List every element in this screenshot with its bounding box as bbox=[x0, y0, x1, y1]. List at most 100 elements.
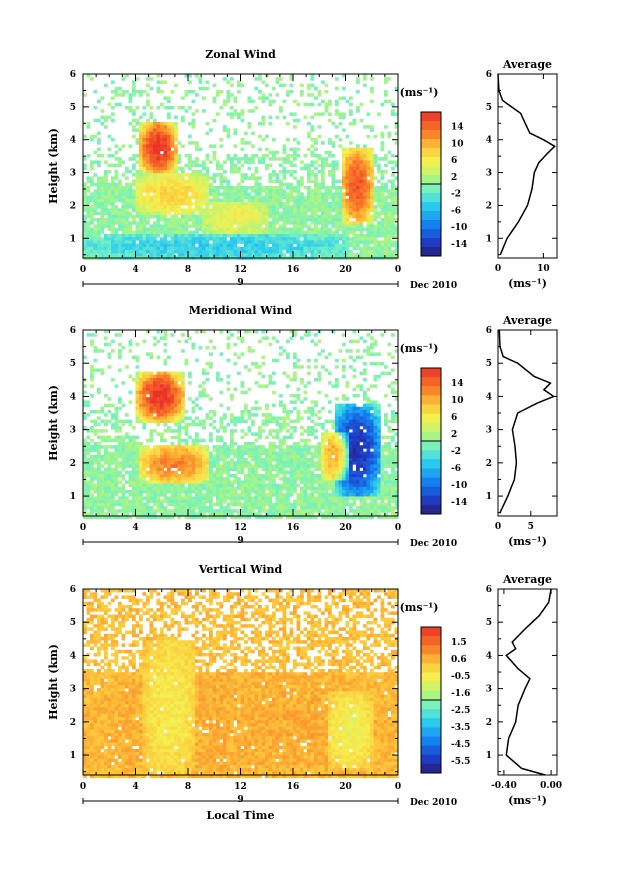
heatmap-cell bbox=[86, 515, 91, 520]
heatmap-cell bbox=[93, 250, 98, 254]
heatmap-cell bbox=[391, 211, 395, 216]
heatmap-cell bbox=[321, 173, 325, 177]
heatmap-cell bbox=[219, 419, 224, 424]
heatmap-cell bbox=[118, 86, 122, 91]
heatmap-cell bbox=[247, 205, 252, 209]
heatmap-cell bbox=[93, 467, 98, 472]
heatmap-cell bbox=[170, 384, 175, 388]
heatmap-cell bbox=[233, 474, 238, 478]
heatmap-cell bbox=[223, 448, 227, 452]
heatmap-cell bbox=[156, 86, 161, 91]
heatmap-cell bbox=[205, 413, 210, 417]
heatmap-cell bbox=[307, 218, 311, 222]
heatmap-cell bbox=[195, 464, 199, 468]
heatmap-cell bbox=[247, 230, 252, 235]
heatmap-cell bbox=[146, 509, 150, 513]
heatmap-cell bbox=[247, 234, 252, 238]
heatmap-cell bbox=[107, 243, 112, 248]
heatmap-cell bbox=[198, 406, 203, 411]
heatmap-cell bbox=[90, 138, 94, 142]
heatmap-cell bbox=[373, 163, 378, 168]
heatmap-cell bbox=[342, 115, 346, 120]
heatmap-cell bbox=[107, 509, 112, 513]
heatmap-cell bbox=[167, 211, 171, 216]
heatmap-cell bbox=[237, 205, 241, 209]
heatmap-cell bbox=[216, 253, 220, 257]
heatmap-cell bbox=[331, 250, 336, 254]
heatmap-cell bbox=[170, 454, 175, 459]
heatmap-cell bbox=[363, 163, 367, 168]
heatmap-cell bbox=[289, 160, 294, 164]
heatmap-cell bbox=[181, 234, 185, 238]
heatmap-cell bbox=[289, 243, 294, 248]
heatmap-cell bbox=[394, 195, 399, 200]
heatmap-cell bbox=[300, 160, 304, 164]
heatmap-cell bbox=[146, 125, 150, 129]
heatmap-cell bbox=[153, 163, 157, 168]
heatmap-cell bbox=[149, 150, 154, 155]
heatmap-cell bbox=[216, 470, 220, 475]
heatmap-cell bbox=[223, 205, 227, 209]
heatmap-cell bbox=[219, 467, 224, 472]
heatmap-cell bbox=[135, 477, 140, 481]
heatmap-cell bbox=[135, 179, 140, 184]
heatmap-cell bbox=[247, 166, 252, 171]
heatmap-cell bbox=[265, 237, 269, 241]
heatmap-cell bbox=[261, 99, 266, 104]
heatmap-cell bbox=[317, 90, 322, 94]
heatmap-cell bbox=[303, 198, 308, 203]
heatmap-cell bbox=[265, 499, 269, 504]
heatmap-cell bbox=[170, 470, 175, 475]
heatmap-cell bbox=[86, 246, 91, 251]
heatmap-cell bbox=[331, 166, 336, 171]
heatmap-cell bbox=[251, 131, 255, 136]
heatmap-cell bbox=[195, 442, 199, 446]
heatmap-cell bbox=[195, 198, 199, 203]
heatmap-cell bbox=[121, 515, 126, 520]
heatmap-cell bbox=[153, 173, 157, 177]
heatmap-cell bbox=[188, 224, 192, 228]
heatmap-cell bbox=[191, 506, 196, 510]
heatmap-cell bbox=[191, 141, 196, 145]
heatmap-cell bbox=[230, 198, 234, 203]
heatmap-cell bbox=[209, 451, 213, 456]
heatmap-cell bbox=[247, 192, 252, 196]
heatmap-cell bbox=[139, 144, 143, 148]
heatmap-cell bbox=[282, 246, 287, 251]
heatmap-cell bbox=[335, 240, 339, 244]
heatmap-cell bbox=[149, 182, 154, 187]
heatmap-cell bbox=[104, 240, 108, 244]
profile-y-tick-label: 3 bbox=[486, 169, 492, 179]
heatmap-cell bbox=[191, 237, 196, 241]
heatmap-cell bbox=[135, 445, 140, 449]
heatmap-cell bbox=[153, 182, 157, 187]
heatmap-cell bbox=[107, 234, 112, 238]
heatmap-cell bbox=[335, 253, 339, 257]
heatmap-cell bbox=[226, 464, 231, 468]
heatmap-cell bbox=[118, 470, 122, 475]
heatmap-cell bbox=[156, 477, 161, 481]
heatmap-cell bbox=[209, 454, 213, 459]
heatmap-cell bbox=[342, 205, 346, 209]
heatmap-cell bbox=[352, 237, 357, 241]
heatmap-cell bbox=[97, 502, 101, 507]
heatmap-cell bbox=[198, 192, 203, 196]
heatmap-cell bbox=[118, 182, 122, 187]
heatmap-cell bbox=[258, 435, 262, 440]
heatmap-cell bbox=[170, 394, 175, 398]
heatmap-cell bbox=[163, 176, 168, 180]
heatmap-cell bbox=[314, 240, 318, 244]
heatmap-cell bbox=[181, 237, 185, 241]
heatmap-cell bbox=[275, 77, 280, 81]
heatmap-cell bbox=[198, 195, 203, 200]
heatmap-cell bbox=[114, 480, 119, 484]
heatmap-cell bbox=[100, 176, 105, 180]
heatmap-cell bbox=[114, 211, 119, 216]
heatmap-cell bbox=[293, 221, 297, 225]
heatmap-cell bbox=[90, 365, 94, 369]
heatmap-cell bbox=[163, 490, 168, 494]
heatmap-cell bbox=[195, 502, 199, 507]
heatmap-cell bbox=[170, 227, 175, 232]
heatmap-cell bbox=[156, 170, 161, 174]
heatmap-cell bbox=[363, 182, 367, 187]
